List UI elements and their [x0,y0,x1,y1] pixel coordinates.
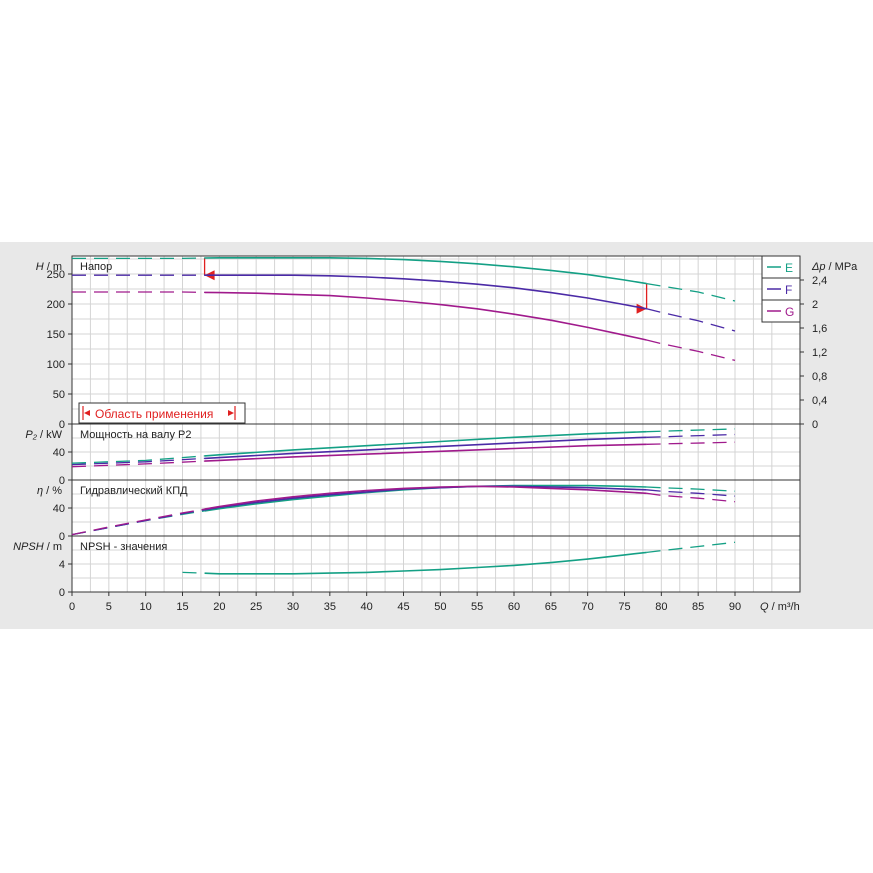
x-tick-label: 55 [471,601,483,613]
curve-dashed-E [182,571,205,574]
x-tick-label: 45 [397,601,409,613]
curve-dashed-F [646,433,736,438]
y-tick-label: 4 [59,559,65,571]
right-tick-label: 1,6 [812,323,827,335]
x-tick-label: 10 [140,601,152,613]
x-tick-label: 80 [655,601,667,613]
curve-E [204,551,647,575]
legend: EFG [761,255,801,323]
curve-dashed-F [646,489,736,497]
curve-dashed-G [646,492,736,503]
x-tick-label: 35 [324,601,336,613]
x-tick-label: 75 [618,601,630,613]
curve-dashed-F [646,308,736,332]
series-head-G [72,291,736,362]
curve-F [204,274,647,310]
y-axis-label: η / % [37,485,62,497]
panel-title: Напор [80,261,112,273]
app-range-left-arrow [84,410,90,416]
curve-dashed-E [71,455,205,464]
application-range-box: Область применения [78,402,246,424]
curve-F [204,436,647,460]
x-axis-label: Q / m³/h [760,601,800,613]
y-tick-label: 250 [47,269,65,281]
series-head-E [72,257,736,302]
x-tick-label: 0 [69,601,75,613]
y-tick-label: 200 [47,299,65,311]
series-efficiency-G [71,485,736,536]
panel-title: Мощность на валу P2 [80,429,192,441]
y-tick-label: 0 [59,475,65,487]
curve-dashed-G [646,441,736,445]
y-axis-label: P₂ / kW [25,429,62,441]
y-tick-label: 40 [53,503,65,515]
y-tick-label: 100 [47,359,65,371]
y-axis-label: H / m [36,261,62,273]
panel-title: NPSH - значения [80,541,167,553]
x-tick-label: 50 [434,601,446,613]
right-tick-label: 0,4 [812,395,827,407]
x-tick-label: 5 [106,601,112,613]
right-tick-label: 2,4 [812,275,827,287]
curve-E [204,257,647,285]
legend-label: G [785,305,794,319]
x-tick-label: 30 [287,601,299,613]
series-power-G [71,441,736,468]
right-tick-label: 1,2 [812,347,827,359]
curve-G [204,443,647,462]
series-power-E [71,428,736,464]
y-tick-label: 0 [59,587,65,599]
y-axis-label: NPSH / m [13,541,62,553]
panel-title: Гидравлический КПД [80,485,188,497]
y-tick-label: 0 [59,419,65,431]
panel-npsh: 0 4 NPSH / m NPSH - значения [13,535,801,599]
curve-G [204,485,647,510]
curve-dashed-G [71,508,205,536]
x-axis: 0 5 10 15 20 25 30 35 40 45 50 55 60 65 70 75 80 85 90 Q / … [69,592,800,613]
right-tick-label: 0,8 [812,371,827,383]
curve-dashed-E [646,486,736,492]
x-tick-label: 90 [729,601,741,613]
x-tick-label: 70 [582,601,594,613]
curve-dashed-F [71,457,205,466]
app-range-right-arrow [228,410,234,416]
curve-dashed-E [646,282,736,302]
x-tick-label: 65 [545,601,557,613]
app-max-arrow [636,303,647,314]
app-range-label: Область применения [95,407,213,421]
curve-G [204,291,647,341]
curve-dashed-G [71,460,205,468]
curve-dashed-G [646,339,736,362]
series-head-F [72,274,736,332]
x-tick-label: 40 [361,601,373,613]
legend-label: F [785,283,792,297]
app-range-frame [78,402,246,424]
y-tick-label: 50 [53,389,65,401]
x-tick-label: 20 [213,601,225,613]
curve-dashed-E [646,428,736,433]
right-tick-label: 0 [812,419,818,431]
series-npsh-E [182,541,736,575]
curve-dashed-E [646,541,736,554]
y-tick-label: 150 [47,329,65,341]
y-tick-label: 0 [59,531,65,543]
y-tick-label: 40 [53,447,65,459]
x-tick-label: 85 [692,601,704,613]
legend-label: E [785,261,793,275]
right-tick-label: 2 [812,299,818,311]
right-axis-label: Δp / MPa [811,261,858,273]
series-power-F [71,433,736,466]
curve-E [204,430,647,457]
chart-panel: 0 50 100 150 200 250 H / m Напор 0 0,4 0,8 1,2 1,6 2 2… [0,242,873,629]
x-tick-label: 15 [176,601,188,613]
x-tick-label: 60 [508,601,520,613]
x-tick-label: 25 [250,601,262,613]
panel-frame [71,535,801,593]
